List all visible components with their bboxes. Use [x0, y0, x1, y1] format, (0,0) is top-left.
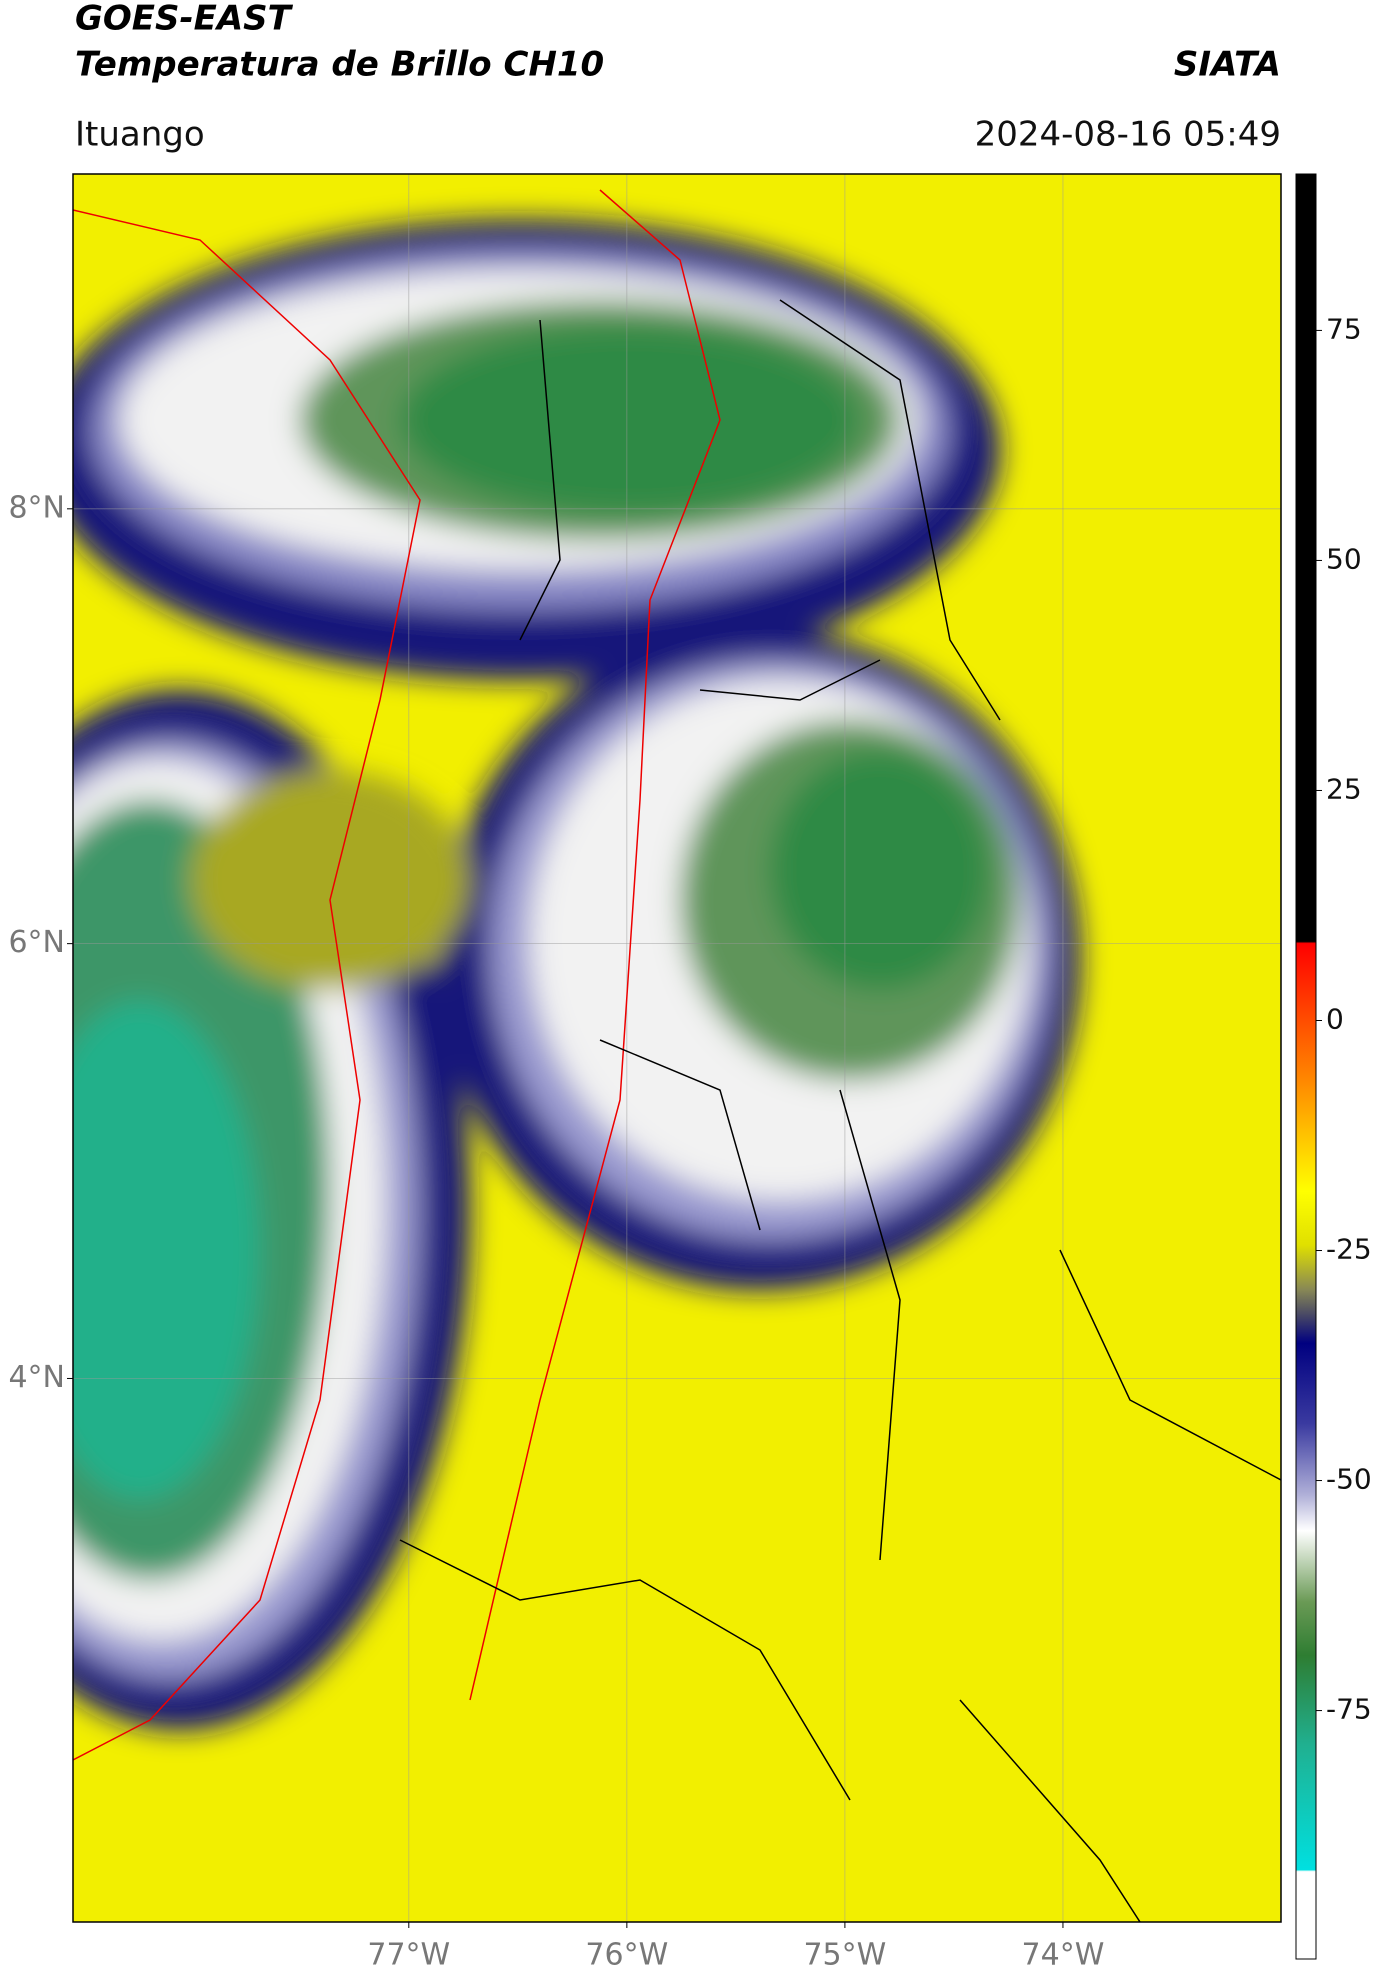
subtitle: Temperatura de Brillo CH10 — [75, 45, 604, 85]
colorbar-tick-label: 25 — [1326, 772, 1362, 805]
map-frame — [72, 173, 1282, 1923]
lat-tick-label: 6°N — [8, 925, 65, 960]
colorbar-tick-label: -75 — [1326, 1693, 1372, 1726]
colorbar-tick-label: -25 — [1326, 1233, 1372, 1266]
clouds — [73, 220, 1080, 1730]
lat-tick-label: 4°N — [8, 1360, 65, 1395]
colorbar-tick-label: 0 — [1326, 1002, 1344, 1035]
colorbar-tick-label: -50 — [1326, 1463, 1372, 1496]
datetime: 2024-08-16 05:49 — [975, 115, 1281, 155]
lon-tick-label: 75°W — [803, 1938, 886, 1973]
lon-tick-label: 74°W — [1022, 1938, 1105, 1973]
brand: SIATA — [1174, 45, 1281, 85]
colorbar-tick-label: 50 — [1326, 542, 1362, 575]
borders — [399, 299, 1281, 1922]
lon-tick-label: 76°W — [585, 1938, 668, 1973]
location: Ituango — [75, 115, 205, 155]
map-area — [73, 174, 1281, 1922]
coastline — [73, 189, 721, 1761]
title: GOES-EAST — [75, 0, 294, 39]
colorbar-tick-label: 75 — [1326, 312, 1362, 345]
grid — [73, 174, 1281, 1922]
lon-tick-label: 77°W — [367, 1938, 450, 1973]
lat-tick-label: 8°N — [8, 490, 65, 525]
colorbar — [1295, 173, 1317, 1960]
